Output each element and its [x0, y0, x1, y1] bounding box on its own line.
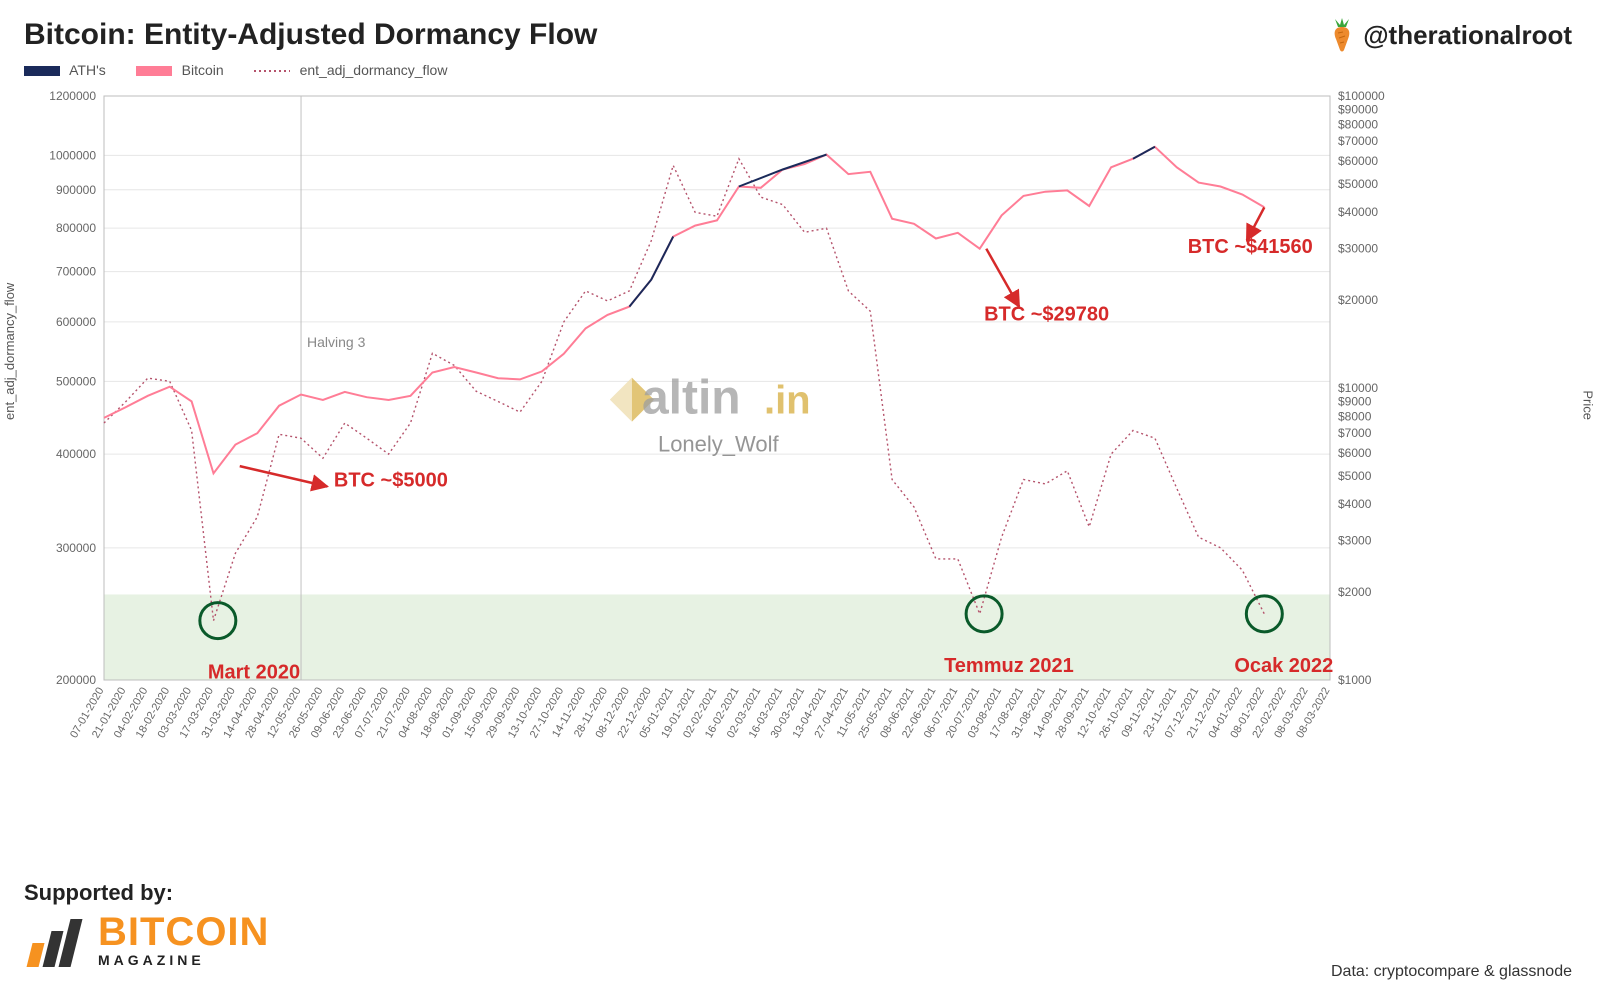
author-handle: @therationalroot [1329, 18, 1572, 52]
legend-ath: ATH's [24, 62, 106, 79]
y1-axis-label: ent_adj_dormancy_flow [2, 283, 17, 420]
legend-ath-swatch [24, 63, 60, 79]
svg-text:BTC ~$41560: BTC ~$41560 [1188, 236, 1313, 258]
legend-btc: Bitcoin [136, 62, 224, 79]
author-handle-text: @therationalroot [1363, 20, 1572, 51]
svg-text:$60000: $60000 [1338, 154, 1378, 168]
svg-text:$3000: $3000 [1338, 534, 1372, 548]
legend-ath-label: ATH's [69, 62, 106, 78]
legend-flow-label: ent_adj_dormancy_flow [300, 62, 448, 78]
svg-text:1200000: 1200000 [49, 90, 96, 103]
svg-text:$80000: $80000 [1338, 117, 1378, 131]
svg-text:900000: 900000 [56, 183, 96, 197]
svg-text:500000: 500000 [56, 374, 96, 388]
bm-text: BITCOIN MAGAZINE [98, 912, 269, 968]
legend-flow: ent_adj_dormancy_flow [254, 62, 448, 79]
svg-text:600000: 600000 [56, 315, 96, 329]
svg-text:Ocak 2022: Ocak 2022 [1234, 655, 1333, 677]
svg-text:700000: 700000 [56, 265, 96, 279]
bm-main-text: BITCOIN [98, 912, 269, 952]
svg-text:$10000: $10000 [1338, 381, 1378, 395]
svg-text:200000: 200000 [56, 673, 96, 687]
data-credit: Data: cryptocompare & glassnode [1331, 963, 1572, 981]
bitcoin-magazine-logo: BITCOIN MAGAZINE [24, 912, 269, 968]
svg-text:altin: altin [642, 372, 741, 425]
svg-text:$20000: $20000 [1338, 293, 1378, 307]
svg-text:.in: .in [764, 379, 811, 423]
svg-text:Halving 3: Halving 3 [307, 334, 366, 350]
svg-text:$90000: $90000 [1338, 102, 1378, 116]
svg-text:BTC ~$29780: BTC ~$29780 [984, 304, 1109, 326]
chart-title: Bitcoin: Entity-Adjusted Dormancy Flow [24, 18, 597, 52]
chart-legend: ATH's Bitcoin ent_adj_dormancy_flow [24, 62, 447, 79]
carrot-icon [1329, 18, 1355, 52]
svg-text:$30000: $30000 [1338, 242, 1378, 256]
svg-text:$50000: $50000 [1338, 177, 1378, 191]
page-root: Bitcoin: Entity-Adjusted Dormancy Flow @… [0, 0, 1600, 999]
chart-area: 200000 300000 400000 500000 600000 700000 8000… [24, 90, 1408, 770]
svg-text:300000: 300000 [56, 541, 96, 555]
svg-text:800000: 800000 [56, 221, 96, 235]
supported-label: Supported by: [24, 880, 269, 906]
supported-by-block: Supported by: BITCOIN MAGAZINE [24, 880, 269, 968]
legend-flow-swatch [254, 63, 290, 79]
bm-sub-text: MAGAZINE [98, 952, 269, 968]
svg-text:400000: 400000 [56, 447, 96, 461]
svg-text:$5000: $5000 [1338, 469, 1372, 483]
legend-btc-label: Bitcoin [182, 62, 224, 78]
svg-text:$8000: $8000 [1338, 409, 1372, 423]
svg-text:Mart 2020: Mart 2020 [208, 662, 300, 684]
svg-text:$4000: $4000 [1338, 497, 1372, 511]
bm-bars-icon [24, 913, 88, 967]
svg-text:$100000: $100000 [1338, 90, 1385, 103]
svg-text:$9000: $9000 [1338, 394, 1372, 408]
y2-axis-label: Price [1581, 390, 1596, 420]
legend-btc-swatch [136, 63, 172, 79]
svg-text:$2000: $2000 [1338, 585, 1372, 599]
svg-text:BTC ~$5000: BTC ~$5000 [334, 469, 448, 491]
svg-text:Lonely_Wolf: Lonely_Wolf [658, 432, 780, 457]
svg-text:$70000: $70000 [1338, 134, 1378, 148]
svg-text:$1000: $1000 [1338, 673, 1372, 687]
svg-text:$6000: $6000 [1338, 446, 1372, 460]
svg-text:1000000: 1000000 [49, 148, 96, 162]
svg-text:$7000: $7000 [1338, 426, 1372, 440]
svg-text:Temmuz 2021: Temmuz 2021 [944, 655, 1074, 677]
svg-text:$40000: $40000 [1338, 205, 1378, 219]
